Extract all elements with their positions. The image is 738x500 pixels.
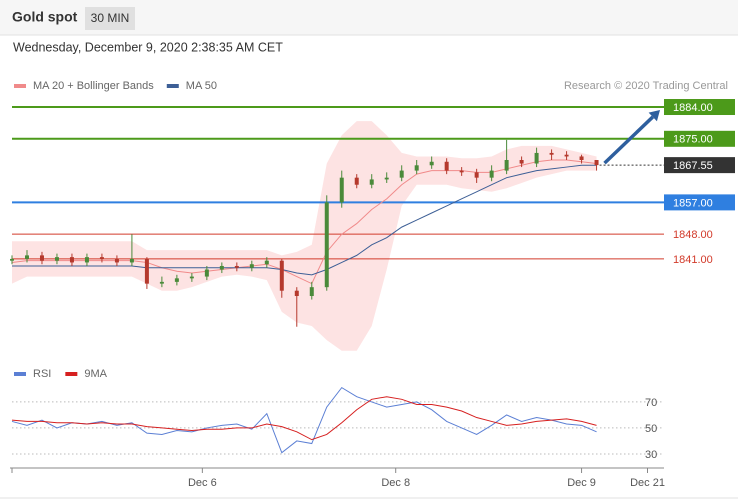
timestamp: Wednesday, December 9, 2020 2:38:35 AM C… (13, 40, 283, 54)
candle-body (129, 258, 134, 263)
legend-swatch (14, 84, 26, 88)
candle-body (174, 278, 179, 282)
candle-body (204, 269, 209, 277)
candle-body (594, 160, 599, 166)
candle-body (69, 257, 74, 263)
candle-body (159, 281, 164, 284)
rsi-line (11, 386, 597, 454)
candle-body (99, 257, 104, 259)
level-label: 1857.00 (673, 197, 713, 209)
candle-body (114, 258, 119, 263)
interval-label[interactable]: 30 MIN (91, 11, 130, 25)
candle-body (189, 276, 194, 279)
y-tick-label: 70 (645, 397, 657, 409)
last-price-label: 1867.55 (673, 160, 713, 172)
level-label: 1884.00 (673, 102, 713, 114)
legend-label: RSI (33, 368, 51, 380)
candle-body (414, 165, 419, 171)
forecast-arrow-head (648, 110, 660, 122)
y-tick-label: 50 (645, 423, 657, 435)
x-tick-label: Dec 21 (630, 477, 665, 489)
bollinger-band (12, 121, 597, 351)
candle-body (339, 177, 344, 203)
interval-button[interactable] (85, 7, 135, 30)
ma-line (12, 164, 597, 276)
level-label-box (664, 194, 735, 211)
candle-body (249, 264, 254, 268)
last-price-box (664, 157, 735, 174)
legend-swatch (166, 84, 179, 88)
candle-body (429, 161, 434, 166)
legend-swatch (14, 372, 26, 376)
candle-body (279, 260, 284, 291)
candle-body (324, 202, 329, 288)
candle-body (579, 156, 584, 160)
level-label: 1841.00 (673, 254, 713, 266)
legend-label: 9MA (84, 368, 107, 380)
credit: Research © 2020 Trading Central (564, 80, 728, 92)
y-tick-label: 30 (645, 449, 657, 461)
x-tick-label: Dec 6 (188, 477, 217, 489)
candle-body (39, 255, 44, 261)
forecast-arrow (603, 115, 654, 165)
instrument-title: Gold spot (12, 9, 78, 25)
candle-body (534, 152, 539, 164)
candle-body (444, 161, 449, 171)
level-label-box (664, 99, 735, 116)
candle-body (84, 257, 89, 263)
candle-body (519, 160, 524, 164)
candle-body (504, 160, 509, 171)
candle-body (459, 170, 464, 173)
legend-swatch (65, 372, 78, 376)
rsi-line (11, 396, 597, 441)
ma-line (11, 159, 597, 285)
candle-body (384, 177, 389, 180)
candle-body (399, 170, 404, 178)
candle-body (474, 172, 479, 178)
candle-body (489, 170, 494, 178)
candle-body (10, 258, 14, 261)
legend-label: MA 20 + Bollinger Bands (33, 80, 154, 92)
level-label: 1875.00 (673, 134, 713, 146)
candle-body (54, 257, 59, 261)
candle-body (24, 255, 29, 259)
legend-label: MA 50 (186, 80, 217, 92)
candle-body (564, 154, 569, 157)
candle-body (234, 265, 239, 268)
candle-body (309, 287, 314, 297)
candle-body (219, 265, 224, 270)
candle-body (294, 290, 299, 297)
x-tick-label: Dec 8 (381, 477, 410, 489)
candle-body (144, 258, 149, 284)
candle-body (369, 179, 374, 185)
level-label-box (664, 130, 735, 147)
level-label: 1848.00 (673, 229, 713, 241)
candle-body (354, 177, 359, 185)
candle-body (549, 152, 554, 155)
x-tick-label: Dec 9 (567, 477, 596, 489)
candle-body (264, 260, 269, 265)
